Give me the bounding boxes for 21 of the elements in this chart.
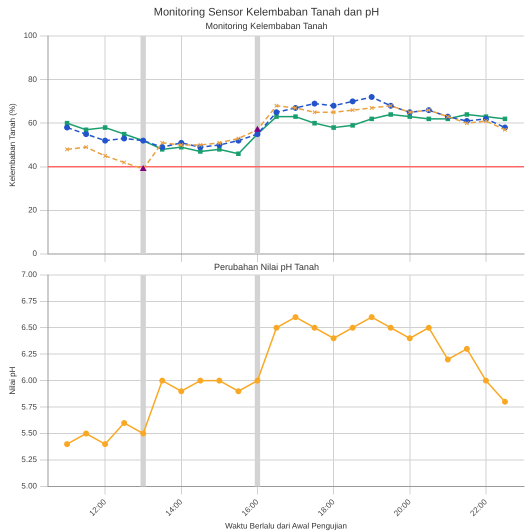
y-tick-label: 5.00 (21, 482, 38, 491)
y-tick-label: 6.50 (21, 322, 38, 332)
chart-title: Monitoring Sensor Kelembaban Tanah dan pH (154, 6, 380, 19)
y-axis-title: Nilai pH (8, 366, 18, 395)
y-tick-label: 60 (28, 118, 38, 128)
y-tick-label: 20 (28, 206, 38, 215)
chart-title: Perubahan Nilai pH Tanah (214, 262, 319, 272)
y-tick-label: 6.75 (21, 296, 38, 306)
y-tick-label: 40 (28, 162, 38, 172)
chart-subtitle: Monitoring Kelembaban Tanah (206, 21, 328, 32)
y-tick-label: 5.50 (21, 428, 38, 438)
x-axis-title: Waktu Berlalu dari Awal Pengujian (225, 521, 347, 530)
y-tick-label: 5.75 (21, 402, 38, 412)
y-tick-label: 7.00 (21, 270, 38, 280)
y-tick-label: 100 (24, 31, 38, 40)
y-tick-label: 5.25 (21, 455, 38, 464)
y-tick-label: 6.25 (21, 349, 38, 358)
y-tick-label: 80 (28, 74, 38, 84)
y-tick-label: 0 (32, 249, 38, 258)
y-tick-label: 6.00 (21, 376, 38, 385)
y-axis-title: Kelembaban Tanah (%) (8, 102, 18, 187)
